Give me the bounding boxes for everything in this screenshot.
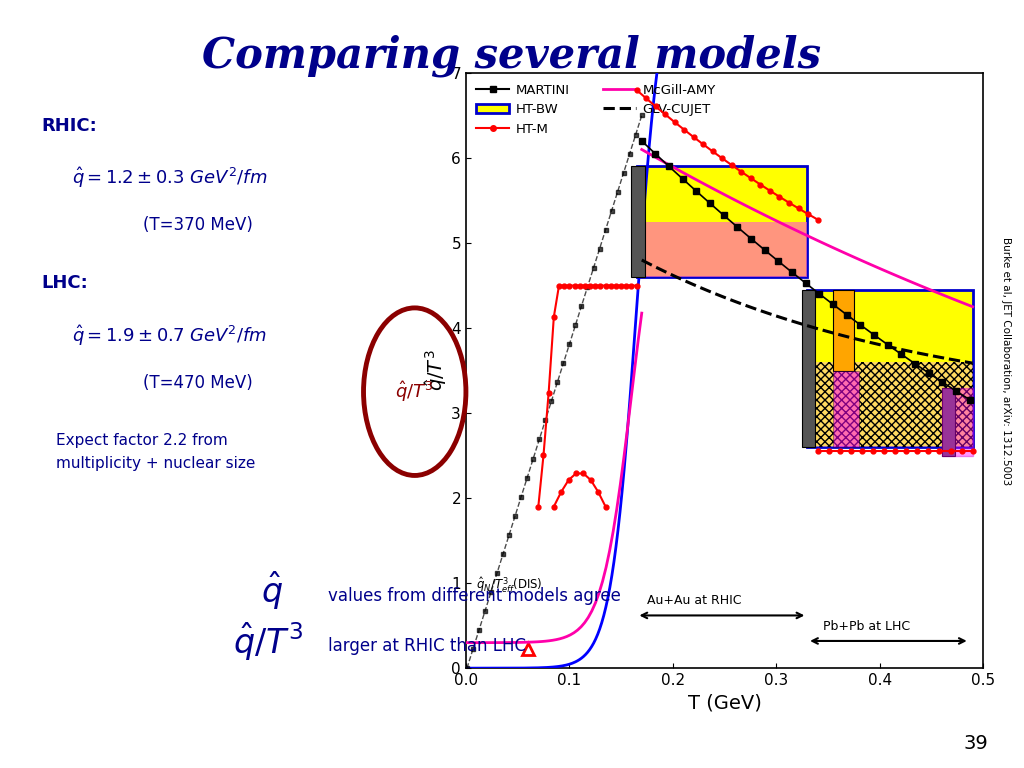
Bar	[632, 167, 645, 277]
Bar	[637, 167, 807, 277]
Bar	[834, 290, 854, 371]
Text: Burke et al, JET Collaboration, arXiv: 1312.5003: Burke et al, JET Collaboration, arXiv: 1…	[1001, 237, 1012, 485]
Text: $\hat{q}$: $\hat{q}$	[261, 570, 283, 612]
Text: Au+Au at RHIC: Au+Au at RHIC	[647, 594, 741, 607]
Text: $\hat{q}/T^3$: $\hat{q}/T^3$	[395, 379, 434, 404]
Bar	[802, 290, 815, 447]
Text: values from different models agree: values from different models agree	[328, 587, 621, 604]
Text: RHIC:: RHIC:	[41, 117, 96, 134]
Bar	[637, 222, 807, 277]
Bar	[807, 290, 973, 447]
Text: (T=470 MeV): (T=470 MeV)	[143, 374, 253, 392]
Y-axis label: $\hat{q}/T^3$: $\hat{q}/T^3$	[423, 349, 449, 392]
Text: Comparing several models: Comparing several models	[203, 35, 821, 77]
X-axis label: T (GeV): T (GeV)	[687, 694, 762, 713]
Text: (T=370 MeV): (T=370 MeV)	[143, 217, 253, 234]
Bar	[942, 388, 973, 455]
Text: Expect factor 2.2 from
multiplicity + nuclear size: Expect factor 2.2 from multiplicity + nu…	[56, 433, 256, 472]
Bar	[807, 362, 973, 447]
Text: larger at RHIC than LHC: larger at RHIC than LHC	[328, 637, 525, 655]
Bar	[942, 388, 955, 455]
Text: $\hat{q}_N/T^3_{eff}$(DIS): $\hat{q}_N/T^3_{eff}$(DIS)	[476, 575, 543, 594]
Text: Pb+Pb at LHC: Pb+Pb at LHC	[822, 620, 910, 633]
Text: $\hat{q} = 1.2 \pm 0.3 \ GeV^2/fm$: $\hat{q} = 1.2 \pm 0.3 \ GeV^2/fm$	[72, 166, 267, 190]
Text: LHC:: LHC:	[41, 274, 88, 292]
Text: $\hat{q} / T^3$: $\hat{q} / T^3$	[233, 621, 303, 664]
Text: 39: 39	[964, 733, 988, 753]
Legend: MARTINI, HT-BW, HT-M, McGill-AMY, GLV-CUJET: MARTINI, HT-BW, HT-M, McGill-AMY, GLV-CU…	[472, 80, 720, 140]
Text: $\hat{q} = 1.9 \pm 0.7 \ GeV^2/fm$: $\hat{q} = 1.9 \pm 0.7 \ GeV^2/fm$	[72, 323, 267, 348]
Bar	[834, 371, 859, 447]
